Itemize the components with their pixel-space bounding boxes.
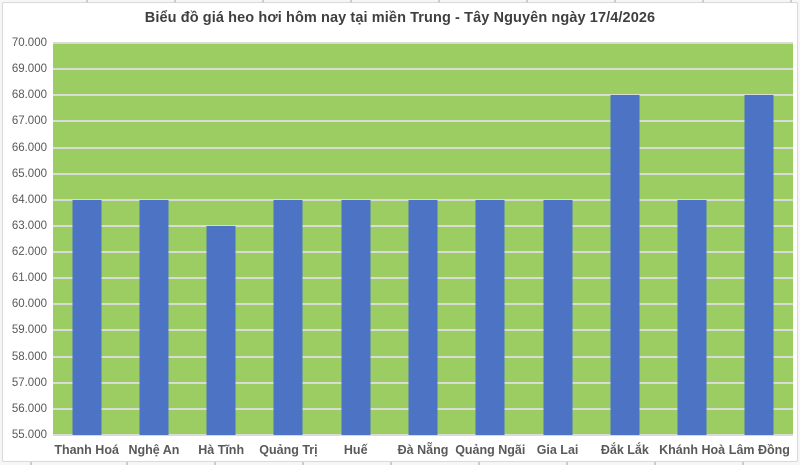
plot-area[interactable] <box>53 42 793 436</box>
gridline <box>53 94 793 97</box>
bar-Nghệ An[interactable] <box>139 199 169 435</box>
y-tick-label: 67.000 <box>11 115 47 128</box>
y-tick-label: 62.000 <box>11 246 47 259</box>
y-tick-label: 57.000 <box>11 376 47 389</box>
x-category-label: Thanh Hoá <box>54 443 119 457</box>
spreadsheet-column-ticks-bottom <box>0 462 800 465</box>
y-tick-label: 69.000 <box>11 63 47 76</box>
x-category-label: Nghệ An <box>128 443 180 457</box>
bar-Huế[interactable] <box>341 199 371 435</box>
x-category-label: Đắk Lắk <box>600 443 649 457</box>
gridline <box>53 146 793 149</box>
bar-Đắk Lắk[interactable] <box>610 95 640 435</box>
gridline <box>53 42 793 44</box>
bar-Lâm Đồng[interactable] <box>744 95 774 435</box>
y-tick-label: 56.000 <box>11 402 47 415</box>
gridline <box>53 68 793 71</box>
y-tick-label: 64.000 <box>11 193 47 206</box>
y-tick-label: 58.000 <box>11 350 47 363</box>
gridline <box>53 120 793 123</box>
y-tick-label: 63.000 <box>11 219 47 232</box>
x-category-label: Khánh Hoà <box>659 443 726 457</box>
x-category-label: Quảng Trị <box>259 443 318 457</box>
x-axis: Thanh Hoá Nghệ An Hà Tĩnh Quảng Trị Huế Đà Nẵ… <box>53 443 793 463</box>
y-tick-label: 66.000 <box>11 141 47 154</box>
y-tick-label: 65.000 <box>11 167 47 180</box>
x-category-label: Đà Nẵng <box>397 443 449 457</box>
bar-Quảng Trị[interactable] <box>273 199 303 435</box>
bar-Đà Nẵng[interactable] <box>408 199 438 435</box>
bar-Gia Lai[interactable] <box>543 199 573 435</box>
x-category-label: Gia Lai <box>536 443 579 457</box>
y-tick-label: 59.000 <box>11 324 47 337</box>
spreadsheet-column-ticks-top <box>0 0 800 3</box>
x-category-label: Lâm Đồng <box>728 443 790 457</box>
gridline <box>53 434 793 436</box>
y-tick-label: 60.000 <box>11 298 47 311</box>
x-category-label: Hà Tĩnh <box>198 443 245 457</box>
y-axis: 70.000 69.000 68.000 67.000 66.000 65.000 64.0… <box>3 37 47 441</box>
bar-Quảng Ngãi[interactable] <box>475 199 505 435</box>
gridline <box>53 198 793 201</box>
y-tick-label: 55.000 <box>11 429 47 441</box>
bar-Thanh Hoá[interactable] <box>72 199 102 435</box>
y-tick-label: 61.000 <box>11 272 47 285</box>
gridline <box>53 172 793 175</box>
y-tick-label: 70.000 <box>11 37 47 49</box>
x-category-label: Huế <box>343 443 368 457</box>
bar-Hà Tĩnh[interactable] <box>206 225 236 435</box>
bar-Khánh Hoà[interactable] <box>677 199 707 435</box>
y-tick-label: 68.000 <box>11 89 47 102</box>
chart-title: Biểu đồ giá heo hơi hôm nay tại miền Tru… <box>144 10 656 26</box>
x-category-label: Quảng Ngãi <box>455 443 526 457</box>
